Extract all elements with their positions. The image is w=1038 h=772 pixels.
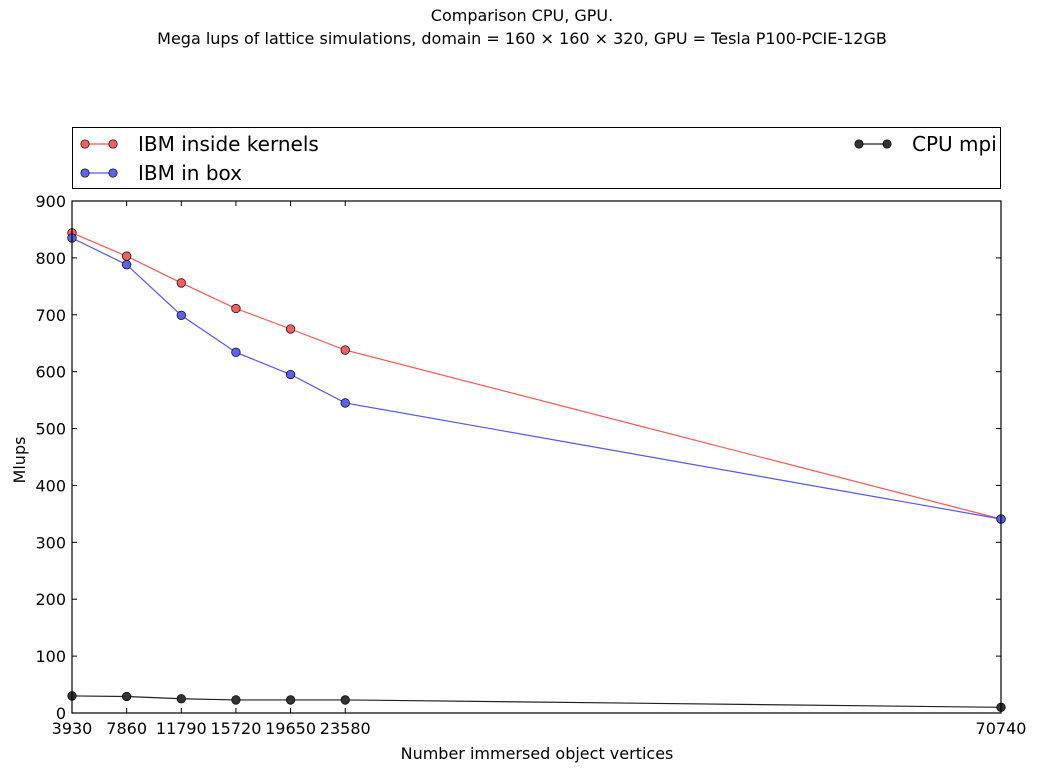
data-point-0-4 [285, 324, 296, 334]
data-point-0-2 [176, 278, 186, 288]
data-point-2-4 [285, 695, 296, 705]
data-point-1-3 [231, 347, 241, 357]
series-line-2 [71, 695, 1002, 708]
x-tick-label: 19650 [265, 719, 316, 738]
legend-label-ibm-inside-kernels: IBM inside kernels [138, 132, 319, 156]
series-line-0 [71, 232, 1002, 520]
y-tick-label: 200 [35, 590, 66, 609]
y-tick-label: 500 [35, 420, 66, 439]
data-point-2-1 [121, 691, 132, 702]
data-point-0-1 [121, 251, 132, 261]
chart-subtitle: Mega lups of lattice simulations, domain… [157, 29, 887, 48]
legend-entry-cpu-mpi: CPU mpi [853, 132, 997, 156]
legend-swatch-ibm-inside-kernels [80, 139, 118, 149]
legend-label-ibm-in-box: IBM in box [138, 161, 242, 185]
data-point-1-1 [121, 260, 132, 270]
x-tick-label: 3930 [52, 719, 93, 738]
legend: IBM inside kernels IBM in box CPU mpi [72, 127, 1001, 189]
x-tick-label: 70740 [976, 719, 1027, 738]
y-tick-label: 0 [56, 704, 66, 723]
chart-title: Comparison CPU, GPU. [430, 6, 614, 25]
data-point-1-4 [285, 369, 296, 380]
y-tick-label: 800 [35, 249, 66, 268]
legend-swatch-cpu-mpi [854, 139, 892, 149]
legend-label-cpu-mpi: CPU mpi [912, 132, 997, 156]
y-tick-label: 900 [35, 192, 66, 211]
series-layer [67, 228, 1006, 712]
y-tick-label: 600 [35, 363, 66, 382]
x-tick-label: 23580 [320, 719, 371, 738]
y-tick-label: 400 [35, 476, 66, 495]
plot-area-frame [71, 200, 1002, 714]
legend-swatch-ibm-in-box [80, 168, 118, 178]
data-point-1-5 [340, 398, 350, 408]
legend-entry-ibm-inside-kernels: IBM inside kernels [79, 132, 319, 156]
y-tick-label: 300 [35, 533, 66, 552]
data-point-0-3 [231, 303, 241, 314]
tick-layer: 0 100 200 300 400 500 600 700 800 900 3930 7860 1179… [35, 192, 1026, 738]
data-point-2-3 [231, 695, 241, 705]
data-point-0-5 [340, 345, 350, 355]
y-tick-label: 100 [35, 647, 66, 666]
x-tick-label: 7860 [106, 719, 147, 738]
data-point-2-5 [340, 695, 350, 705]
x-tick-label: 11790 [156, 719, 207, 738]
y-tick-label: 700 [35, 306, 66, 325]
legend-entry-ibm-in-box: IBM in box [79, 161, 242, 185]
x-tick-label: 15720 [210, 719, 261, 738]
data-point-1-2 [176, 310, 186, 320]
y-axis-label: Mlups [10, 437, 29, 484]
series-line-1 [71, 237, 1002, 520]
data-point-2-2 [176, 694, 186, 704]
x-axis-label: Number immersed object vertices [401, 744, 674, 763]
